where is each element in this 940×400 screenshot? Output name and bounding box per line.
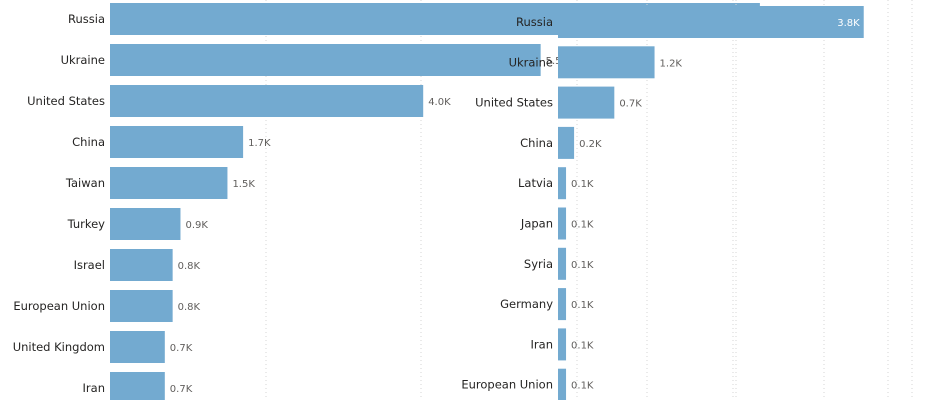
bar — [110, 249, 173, 281]
bar — [110, 44, 541, 76]
value-label: 0.2K — [579, 139, 602, 150]
bar — [558, 6, 864, 38]
bar — [558, 126, 575, 159]
value-label: 1.2K — [660, 58, 683, 69]
category-label: Iran — [83, 381, 105, 395]
chart-panel-2: Russia 3.8K Ukraine 1.2K United States 0.7K Ch… — [461, 0, 913, 400]
value-label: 0.8K — [178, 261, 201, 272]
value-label: 0.8K — [178, 302, 201, 313]
value-label: 0.7K — [170, 384, 193, 395]
category-label: Israel — [74, 258, 105, 272]
category-label: United States — [475, 96, 553, 110]
category-label: European Union — [461, 378, 553, 392]
bar — [558, 207, 567, 240]
category-label: Ukraine — [61, 53, 105, 67]
bar — [110, 208, 181, 240]
bar — [558, 368, 567, 400]
value-label: 1.5K — [232, 179, 255, 190]
category-label: United States — [27, 94, 105, 108]
category-label: United Kingdom — [13, 340, 105, 354]
bar — [110, 331, 165, 363]
bar — [558, 46, 655, 79]
value-label: 0.7K — [170, 343, 193, 354]
value-label: 0.1K — [571, 381, 594, 392]
category-label: Syria — [524, 257, 553, 271]
category-label: Iran — [531, 337, 553, 351]
bar — [558, 288, 567, 321]
bar — [558, 328, 567, 361]
bar — [110, 85, 424, 117]
category-label: Turkey — [67, 217, 106, 231]
bar — [110, 167, 228, 199]
category-label: Ukraine — [509, 55, 553, 69]
value-label: 1.7K — [248, 138, 271, 149]
bar — [558, 247, 567, 280]
category-label: Taiwan — [65, 176, 105, 190]
value-label: 0.1K — [571, 220, 594, 231]
bar — [110, 290, 173, 322]
category-label: China — [520, 136, 553, 150]
category-label: Japan — [520, 217, 553, 231]
category-label: Russia — [516, 15, 553, 29]
value-label: 3.8K — [837, 18, 860, 29]
category-label: Russia — [68, 12, 105, 26]
value-label: 0.1K — [571, 300, 594, 311]
value-label: 0.1K — [571, 340, 594, 351]
value-label: 0.1K — [571, 260, 594, 271]
category-label: China — [72, 135, 105, 149]
value-label: 5.5K — [546, 56, 569, 67]
category-label: Germany — [500, 297, 553, 311]
category-label: Latvia — [518, 176, 553, 190]
value-label: 0.7K — [619, 99, 642, 110]
value-label: 0.1K — [571, 179, 594, 190]
value-label: 4.0K — [428, 97, 451, 108]
value-label: 0.9K — [185, 220, 208, 231]
bar — [558, 167, 567, 200]
bar — [110, 372, 165, 400]
category-label: European Union — [13, 299, 105, 313]
bar — [558, 86, 615, 119]
bar — [110, 126, 244, 158]
